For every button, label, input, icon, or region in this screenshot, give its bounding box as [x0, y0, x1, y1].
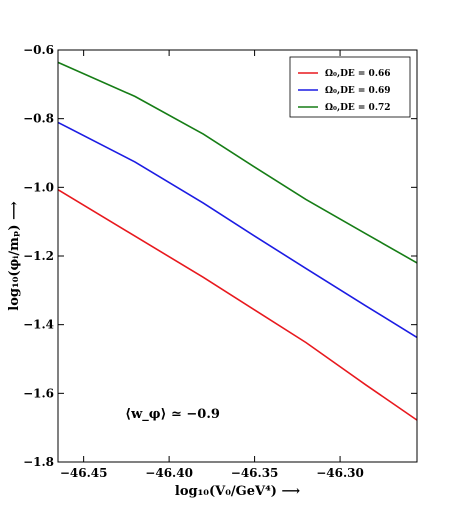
x-tick-label: −46.40 [145, 466, 193, 480]
x-tick-label: −46.35 [231, 466, 279, 480]
x-tick-label: −46.45 [60, 466, 108, 480]
wphi-annotation: ⟨w_φ⟩ ≃ −0.9 [125, 407, 220, 422]
legend-label: Ω₀,DE = 0.69 [325, 86, 390, 96]
axis-ticks: −46.45 −46.40 −46.35 −46.30 −1.8 −1.6 −1.4 −1.2… [23, 43, 417, 480]
y-tick-label: −1.4 [23, 318, 54, 332]
y-tick-label: −0.6 [23, 43, 54, 57]
series-line-3 [57, 61, 418, 264]
x-tick-label: −46.30 [316, 466, 364, 480]
x-axis-label: log₁₀(V₀/GeV⁴) ⟶ [175, 484, 301, 499]
legend: Ω₀,DE = 0.66 Ω₀,DE = 0.69 Ω₀,DE = 0.72 [289, 56, 411, 118]
legend-label: Ω₀,DE = 0.66 [325, 69, 390, 79]
y-tick-label: −1.6 [23, 386, 54, 400]
y-axis-label: log₁₀(φᵢ/mₚ) ⟶ [7, 201, 22, 311]
y-tick-label: −0.8 [23, 112, 54, 126]
y-tick-label: −1.0 [23, 180, 54, 194]
series-line-1 [57, 189, 418, 421]
legend-label: Ω₀,DE = 0.72 [325, 103, 390, 113]
plot-lines [57, 61, 418, 421]
y-tick-label: −1.2 [23, 249, 54, 263]
series-line-2 [57, 121, 418, 339]
y-tick-label: −1.8 [23, 455, 54, 469]
